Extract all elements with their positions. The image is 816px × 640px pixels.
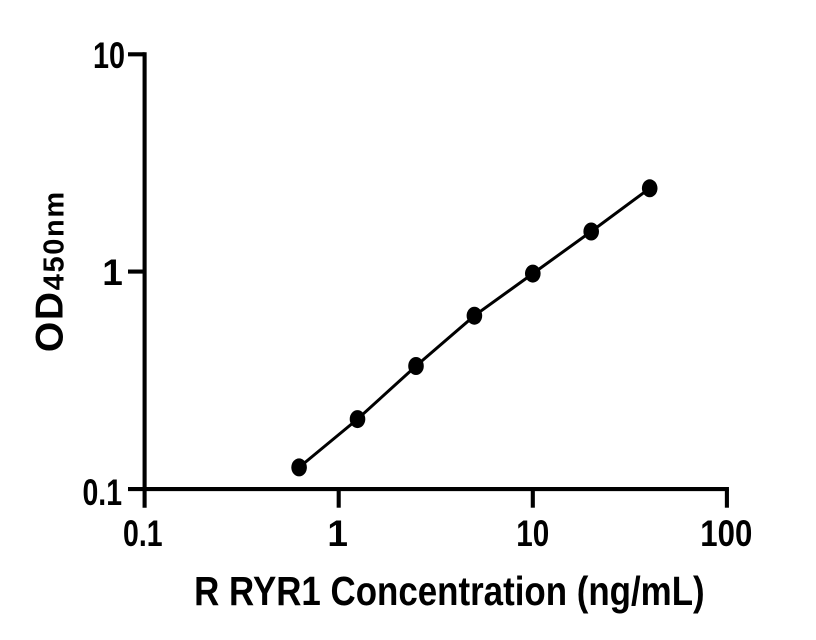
svg-text:R RYR1 Concentration (ng/mL): R RYR1 Concentration (ng/mL) [194,568,705,614]
svg-text:0.1: 0.1 [83,472,123,513]
svg-text:1: 1 [102,252,123,293]
svg-text:1: 1 [327,513,348,554]
svg-text:10: 10 [516,513,549,554]
svg-text:10: 10 [93,35,125,76]
svg-text:0.1: 0.1 [123,513,163,554]
svg-text:100: 100 [700,513,752,554]
